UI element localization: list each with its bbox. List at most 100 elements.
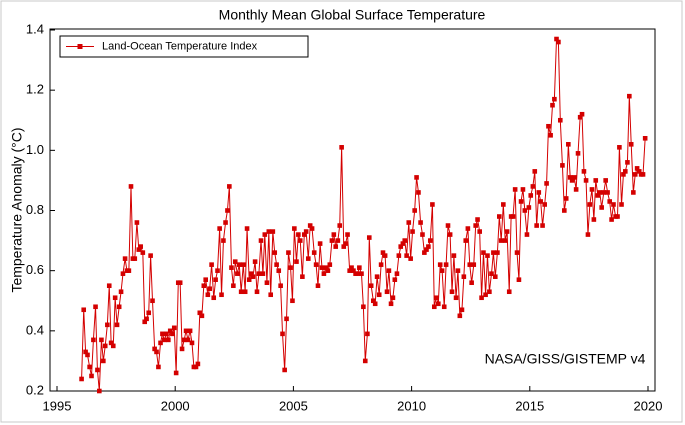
data-point [404, 253, 409, 258]
data-point [536, 190, 542, 195]
data-point [524, 232, 530, 237]
data-point [445, 223, 451, 228]
data-point [461, 274, 467, 279]
annotation: NASA/GISS/GISTEMP v4 [485, 351, 646, 367]
data-point [205, 292, 211, 298]
data-point [451, 253, 457, 258]
data-point [371, 298, 376, 304]
data-point [219, 292, 224, 298]
data-point [341, 244, 347, 249]
data-point [110, 343, 116, 349]
data-point [150, 298, 155, 304]
data-point [300, 274, 305, 279]
data-point [156, 364, 161, 370]
data-point [81, 307, 87, 313]
data-point [546, 123, 551, 129]
y-tick-label: 0.8 [26, 202, 44, 217]
data-point [311, 250, 317, 255]
data-point [489, 271, 494, 276]
data-point [97, 388, 102, 394]
data-point [327, 262, 333, 267]
data-point [106, 283, 112, 289]
data-point [457, 313, 463, 319]
data-point [501, 202, 506, 207]
data-point [615, 214, 620, 219]
data-point [426, 244, 431, 249]
data-point [437, 262, 443, 267]
data-point [467, 262, 473, 267]
data-point [307, 223, 313, 228]
data-point [138, 244, 143, 249]
data-point [325, 268, 331, 273]
data-point [349, 265, 354, 270]
data-point [183, 328, 189, 334]
data-point [400, 241, 406, 246]
data-point [319, 265, 325, 270]
data-point [274, 262, 279, 267]
data-point [394, 271, 400, 276]
data-point [152, 346, 157, 352]
data-point [532, 169, 538, 174]
data-point [187, 328, 193, 334]
data-point [431, 304, 437, 310]
data-point [406, 220, 412, 225]
data-point [246, 277, 252, 282]
data-point [557, 117, 563, 123]
data-point [575, 151, 581, 156]
data-point [422, 250, 427, 255]
data-point [418, 220, 423, 225]
data-point [359, 271, 364, 276]
data-point [105, 322, 110, 328]
data-point [185, 337, 191, 343]
data-point [528, 193, 534, 198]
data-point [433, 295, 439, 301]
data-point [232, 259, 238, 264]
data-point [144, 316, 149, 322]
data-point [217, 226, 222, 231]
data-point [585, 232, 591, 237]
data-point [449, 289, 455, 295]
data-point [430, 202, 435, 207]
data-point [412, 208, 417, 213]
data-point [567, 175, 573, 180]
data-point [514, 250, 520, 255]
data-point [347, 268, 352, 273]
data-point [477, 229, 482, 234]
data-point [305, 256, 311, 261]
data-point [260, 271, 266, 276]
data-point [459, 307, 465, 313]
y-tick-label: 0.2 [26, 382, 44, 397]
data-point [215, 268, 220, 273]
data-point [544, 181, 549, 186]
data-point [583, 178, 589, 183]
data-point [126, 268, 132, 273]
data-point [250, 274, 256, 279]
data-point [625, 160, 630, 165]
data-point [329, 238, 335, 243]
data-point [345, 232, 350, 237]
data-point [591, 217, 597, 222]
data-point [587, 202, 593, 207]
data-point [335, 238, 341, 243]
data-point [333, 244, 339, 249]
data-point [231, 283, 236, 289]
data-point [465, 226, 471, 231]
data-point [611, 202, 616, 207]
data-point [538, 199, 543, 204]
data-point [158, 340, 163, 346]
data-point [258, 238, 264, 243]
data-point [154, 349, 159, 355]
data-point [181, 337, 187, 343]
data-point [160, 331, 165, 337]
data-point [91, 337, 96, 343]
data-point [481, 250, 486, 255]
data-point [632, 172, 638, 177]
data-point [142, 319, 148, 325]
data-point [290, 298, 295, 304]
data-point [112, 295, 118, 301]
data-point [242, 289, 248, 295]
data-point [492, 274, 498, 279]
data-point [240, 262, 246, 267]
data-point [569, 178, 575, 183]
